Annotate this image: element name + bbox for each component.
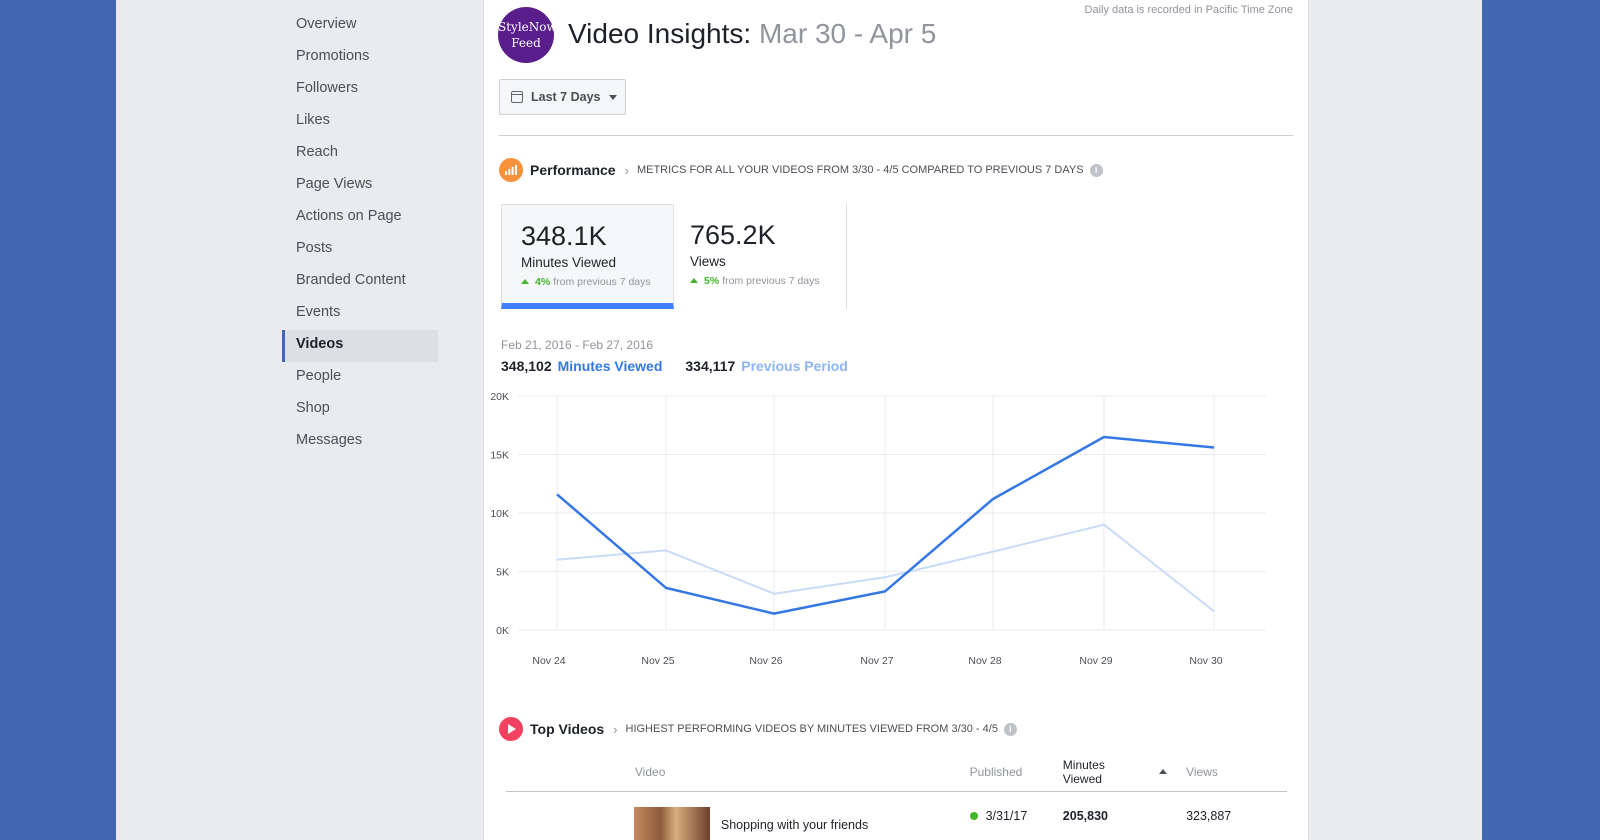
chevron-right-icon: ›	[613, 721, 618, 737]
series-line-minutes-viewed	[556, 435, 1215, 615]
chevron-right-icon: ›	[624, 162, 629, 178]
calendar-icon	[511, 91, 523, 103]
cell-views: 323,887	[1186, 809, 1232, 823]
metric-change-text: from previous 7 days	[553, 276, 651, 288]
sidebar-item-promotions[interactable]: Promotions	[296, 48, 370, 64]
metric-label: Views	[690, 254, 726, 269]
x-tick-label: Nov 24	[532, 655, 565, 667]
metric-minutes-viewed[interactable]: 348.1K Minutes Viewed 4% from previous 7 …	[501, 204, 674, 309]
arrow-up-icon	[690, 278, 698, 283]
published-date: 3/31/17	[985, 809, 1028, 823]
sidebar-item-branded-content[interactable]: Branded Content	[296, 272, 406, 288]
top-videos-header: Top Videos › Highest performing videos b…	[499, 717, 1017, 741]
y-tick-label: 0K	[496, 625, 509, 637]
y-tick-label: 10K	[490, 508, 509, 520]
top-videos-table: Video Published Minutes Viewed Views Sho…	[506, 752, 1287, 840]
bar-chart-icon	[499, 158, 523, 182]
sidebar-item-posts[interactable]: Posts	[296, 240, 333, 256]
period-dropdown[interactable]: Last 7 Days	[499, 79, 626, 115]
table-row[interactable]: Shopping with your friends 3/31/17 205,8…	[506, 792, 1287, 840]
x-tick-label: Nov 28	[968, 655, 1001, 667]
chart-date-range: Feb 21, 2016 - Feb 27, 2016	[501, 338, 654, 352]
cell-minutes-viewed: 205,830	[1062, 809, 1108, 823]
performance-title: Performance	[530, 162, 616, 178]
sidebar: Overview Promotions Followers Likes Reach Pag…	[282, 10, 438, 458]
page-title-text: Video Insights:	[568, 18, 752, 49]
avatar-line-1: StyleNow	[498, 20, 557, 34]
col-header-minutes-viewed[interactable]: Minutes Viewed	[1048, 757, 1168, 786]
metric-change: 5% from previous 7 days	[690, 275, 846, 287]
top-videos-subtitle: Highest performing videos by minutes vie…	[625, 723, 998, 735]
info-icon[interactable]: i	[1003, 722, 1017, 736]
timezone-note: Daily data is recorded in Pacific Time Z…	[1084, 4, 1293, 16]
sidebar-item-page-views[interactable]: Page Views	[296, 176, 373, 192]
caret-down-icon	[609, 94, 618, 100]
sidebar-item-people[interactable]: People	[296, 368, 342, 384]
col-header-minutes-label: Minutes Viewed	[1062, 757, 1105, 786]
metric-change-pct: 5%	[704, 275, 720, 287]
series-line-previous-period	[556, 523, 1215, 613]
col-header-video[interactable]: Video	[634, 764, 666, 779]
sort-ascending-icon	[1159, 769, 1168, 774]
col-header-published[interactable]: Published	[969, 764, 1023, 779]
metric-label: Minutes Viewed	[521, 255, 617, 270]
metric-change-text: from previous 7 days	[722, 275, 820, 287]
y-tick-label: 5K	[496, 567, 509, 579]
x-tick-label: Nov 26	[749, 655, 782, 667]
cell-published: 3/31/17	[969, 809, 1048, 823]
metric-change-pct: 4%	[535, 276, 551, 288]
video-thumbnail[interactable]	[633, 807, 710, 840]
arrow-up-icon	[521, 279, 529, 284]
avatar-line-2: Feed	[511, 36, 541, 50]
metric-value: 765.2K	[690, 220, 776, 250]
header-divider	[499, 135, 1293, 136]
legend-total-previous: 334,117	[685, 358, 736, 374]
sidebar-item-actions-on-page[interactable]: Actions on Page	[296, 208, 402, 224]
page-title: Video Insights: Mar 30 - Apr 5	[568, 18, 936, 50]
y-tick-label: 15K	[490, 450, 509, 462]
page-avatar[interactable]: StyleNow Feed	[498, 7, 557, 63]
sidebar-item-videos[interactable]: Videos	[282, 330, 438, 362]
metric-views[interactable]: 765.2K Views 5% from previous 7 days	[674, 204, 847, 309]
y-tick-label: 20K	[490, 391, 509, 403]
cell-video: Shopping with your friends	[623, 807, 970, 840]
sidebar-item-followers[interactable]: Followers	[296, 80, 359, 96]
chart-legend: 348,102 Minutes Viewed 334,117 Previous …	[501, 358, 848, 374]
x-tick-label: Nov 29	[1079, 655, 1112, 667]
sidebar-item-reach[interactable]: Reach	[296, 144, 338, 160]
main-panel: Daily data is recorded in Pacific Time Z…	[483, 0, 1309, 840]
top-videos-title: Top Videos	[530, 721, 605, 737]
x-tick-label: Nov 30	[1189, 655, 1222, 667]
sidebar-item-messages[interactable]: Messages	[296, 432, 363, 448]
play-icon	[499, 717, 523, 741]
col-header-views[interactable]: Views	[1186, 764, 1218, 779]
sidebar-item-overview[interactable]: Overview	[296, 16, 357, 32]
x-tick-label: Nov 25	[641, 655, 674, 667]
legend-series-current[interactable]: Minutes Viewed	[557, 358, 663, 374]
legend-total-current: 348,102	[501, 358, 552, 374]
metric-change: 4% from previous 7 days	[521, 276, 673, 288]
sidebar-item-events[interactable]: Events	[296, 304, 341, 320]
period-dropdown-label: Last 7 Days	[531, 90, 601, 104]
performance-header: Performance › Metrics for all your video…	[499, 158, 1103, 182]
page-title-range: Mar 30 - Apr 5	[758, 18, 937, 49]
video-title[interactable]: Shopping with your friends	[720, 818, 869, 832]
sidebar-item-shop[interactable]: Shop	[296, 400, 330, 416]
table-header: Video Published Minutes Viewed Views	[506, 752, 1287, 792]
line-chart: 20K 15K 10K 5K 0K Nov 24 Nov 25 Nov 26 Nov 27 Nov…	[490, 391, 1266, 667]
status-dot	[969, 812, 978, 820]
x-tick-label: Nov 27	[860, 655, 893, 667]
sidebar-item-likes[interactable]: Likes	[296, 112, 330, 128]
legend-series-previous[interactable]: Previous Period	[741, 358, 848, 374]
info-icon[interactable]: i	[1089, 163, 1103, 177]
metric-value: 348.1K	[521, 221, 607, 251]
performance-subtitle: Metrics for all your videos from 3/30 - …	[636, 164, 1084, 176]
